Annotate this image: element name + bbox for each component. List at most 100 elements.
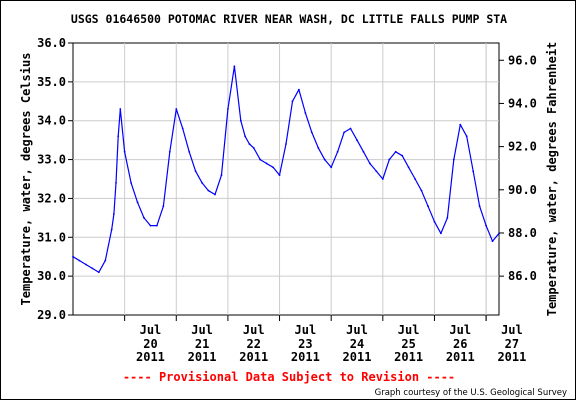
y-axis-right-label: Temperature, water, degrees Fahrenheit	[545, 42, 559, 317]
data-point	[317, 147, 320, 149]
data-point	[194, 170, 197, 173]
graph-credit: Graph courtesy of the U.S. Geological Su…	[375, 388, 567, 398]
x-tick-label: 2011	[446, 350, 475, 364]
y-left-tick-label: 31.0	[37, 230, 66, 244]
data-point	[304, 112, 307, 114]
data-point	[459, 123, 462, 126]
data-point	[259, 158, 262, 161]
y-left-tick-label: 33.0	[37, 153, 66, 167]
x-tick-label: 2011	[343, 350, 372, 364]
data-point	[168, 150, 171, 153]
data-point	[433, 220, 436, 223]
x-tick-label: 20	[143, 337, 157, 351]
y-left-tick-label: 29.0	[37, 308, 66, 322]
data-point	[375, 170, 378, 173]
data-point	[91, 267, 94, 270]
data-point	[381, 178, 384, 180]
data-point	[214, 193, 216, 196]
data-point	[248, 143, 251, 145]
data-point	[85, 263, 87, 266]
data-point	[175, 108, 178, 110]
data-point	[394, 150, 397, 153]
data-point	[239, 119, 242, 122]
data-point	[143, 216, 145, 219]
x-tick-label: 21	[195, 337, 209, 351]
data-point	[478, 205, 481, 208]
x-tick-label: 25	[401, 337, 415, 351]
x-tick-label: 22	[247, 337, 261, 351]
y-left-tick-label: 36.0	[37, 36, 66, 50]
x-tick-label: Jul	[398, 323, 420, 337]
data-point	[72, 255, 74, 258]
y-right-tick-label: 86.0	[508, 269, 537, 283]
data-point	[298, 88, 300, 91]
data-point	[485, 224, 487, 227]
y-right-tick-label: 90.0	[508, 183, 537, 197]
data-point	[123, 150, 126, 153]
provisional-notice: ---- Provisional Data Subject to Revisio…	[123, 370, 455, 384]
data-point	[97, 271, 100, 274]
x-tick-label: 24	[350, 337, 364, 351]
data-point	[446, 216, 449, 219]
y-right-tick-label: 94.0	[508, 96, 537, 110]
data-point	[227, 108, 229, 110]
data-point	[465, 135, 468, 138]
y-left-tick-label: 30.0	[37, 269, 66, 283]
data-point	[491, 240, 494, 243]
data-point	[272, 166, 274, 169]
y-axis-left: 29.0 30.0 31.0 32.0 33.0 34.0 35.0 36.0	[37, 36, 73, 322]
x-tick-label: Jul	[346, 323, 368, 337]
x-tick-label: 26	[453, 337, 467, 351]
data-point	[104, 259, 107, 262]
data-point	[136, 201, 139, 204]
plot-area	[72, 42, 500, 316]
x-tick-label: Jul	[449, 323, 471, 337]
data-point	[115, 181, 117, 184]
data-point	[349, 127, 352, 130]
data-point	[78, 259, 81, 262]
data-point	[181, 127, 184, 130]
x-tick-label: Jul	[501, 323, 523, 337]
data-point	[388, 158, 391, 161]
data-point	[112, 213, 115, 215]
data-point	[188, 150, 191, 153]
y-right-tick-label: 88.0	[508, 226, 537, 240]
x-tick-label: Jul	[140, 323, 162, 337]
y-axis-right: 86.0 88.0 90.0 92.0 94.0 96.0	[499, 53, 537, 283]
series-layer	[72, 65, 500, 274]
data-point	[472, 170, 475, 173]
y-axis-left-label: Temperature, water, degrees Celsius	[19, 53, 33, 306]
chart-title: USGS 01646500 POTOMAC RIVER NEAR WASH, D…	[71, 12, 507, 26]
x-tick-label: 2011	[136, 350, 165, 364]
data-point	[110, 228, 113, 231]
y-left-tick-label: 34.0	[37, 114, 66, 128]
data-point	[162, 205, 165, 208]
data-point	[440, 232, 442, 235]
data-point	[362, 150, 365, 153]
data-point	[343, 131, 345, 134]
data-point	[414, 178, 416, 180]
data-point	[356, 139, 358, 142]
data-point	[401, 154, 404, 157]
x-tick-label: Jul	[243, 323, 265, 337]
data-point	[265, 162, 268, 165]
data-point	[369, 162, 371, 165]
data-point	[323, 158, 326, 161]
y-right-tick-label: 96.0	[508, 53, 537, 67]
x-tick-label: 2011	[188, 350, 217, 364]
data-point	[291, 100, 294, 103]
data-point	[117, 135, 120, 138]
data-point	[252, 147, 255, 149]
x-tick-label: 27	[505, 337, 519, 351]
data-point	[156, 224, 158, 227]
x-tick-label: 2011	[291, 350, 320, 364]
data-point	[233, 65, 236, 68]
y-right-tick-label: 92.0	[508, 140, 537, 154]
data-point	[207, 189, 210, 192]
data-point	[285, 143, 287, 145]
data-point	[452, 158, 455, 161]
x-axis: Jul202011Jul212011Jul222011Jul232011Jul2…	[124, 315, 526, 364]
data-point	[244, 135, 247, 138]
y-left-tick-label: 35.0	[37, 75, 66, 89]
